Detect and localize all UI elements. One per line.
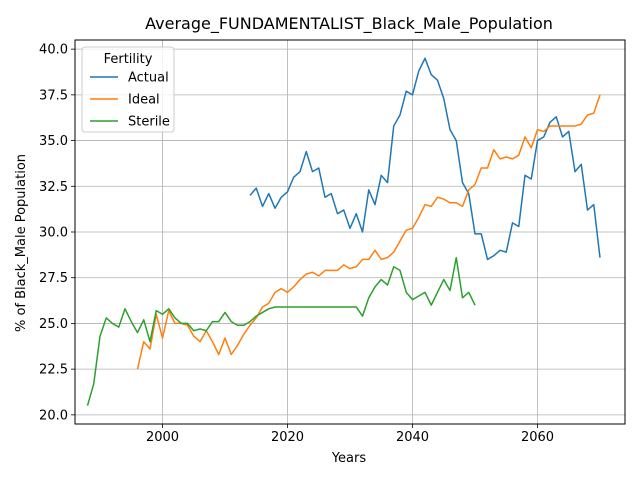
x-axis-label: Years — [331, 451, 367, 466]
y-tick-label: 20.0 — [39, 408, 68, 423]
x-tick-label: 2040 — [396, 430, 429, 445]
x-tick-label: 2000 — [146, 430, 179, 445]
legend-entry-ideal: Ideal — [128, 93, 160, 108]
y-tick-label: 35.0 — [39, 134, 68, 149]
y-tick-label: 37.5 — [39, 88, 68, 103]
legend-entry-sterile: Sterile — [128, 115, 170, 130]
legend-box — [81, 46, 175, 133]
y-tick-label: 22.5 — [39, 363, 68, 378]
y-axis-ticks: 20.0 22.5 25.0 27.5 30.0 32.5 35.0 37.5 40.0 — [39, 43, 75, 423]
y-tick-label: 32.5 — [39, 180, 68, 195]
y-tick-label: 30.0 — [39, 226, 68, 241]
legend-entry-actual: Actual — [128, 71, 169, 86]
x-axis-ticks: 2000 2020 2040 2060 — [146, 424, 554, 445]
y-tick-label: 40.0 — [39, 43, 68, 58]
x-tick-label: 2020 — [271, 430, 304, 445]
legend-title: Fertility — [104, 52, 153, 67]
series-line-sterile — [86, 256, 476, 406]
legend: Fertility Actual Ideal Sterile — [81, 46, 175, 133]
x-tick-label: 2060 — [521, 430, 554, 445]
series-line-ideal — [136, 94, 601, 370]
series-lines — [86, 57, 601, 406]
series-line-actual — [249, 57, 601, 261]
y-tick-label: 25.0 — [39, 317, 68, 332]
chart-title: Average_FUNDAMENTALIST_Black_Male_Popula… — [145, 14, 553, 34]
y-axis-label: % of Black_Male Population — [14, 154, 29, 332]
y-tick-label: 27.5 — [39, 271, 68, 286]
